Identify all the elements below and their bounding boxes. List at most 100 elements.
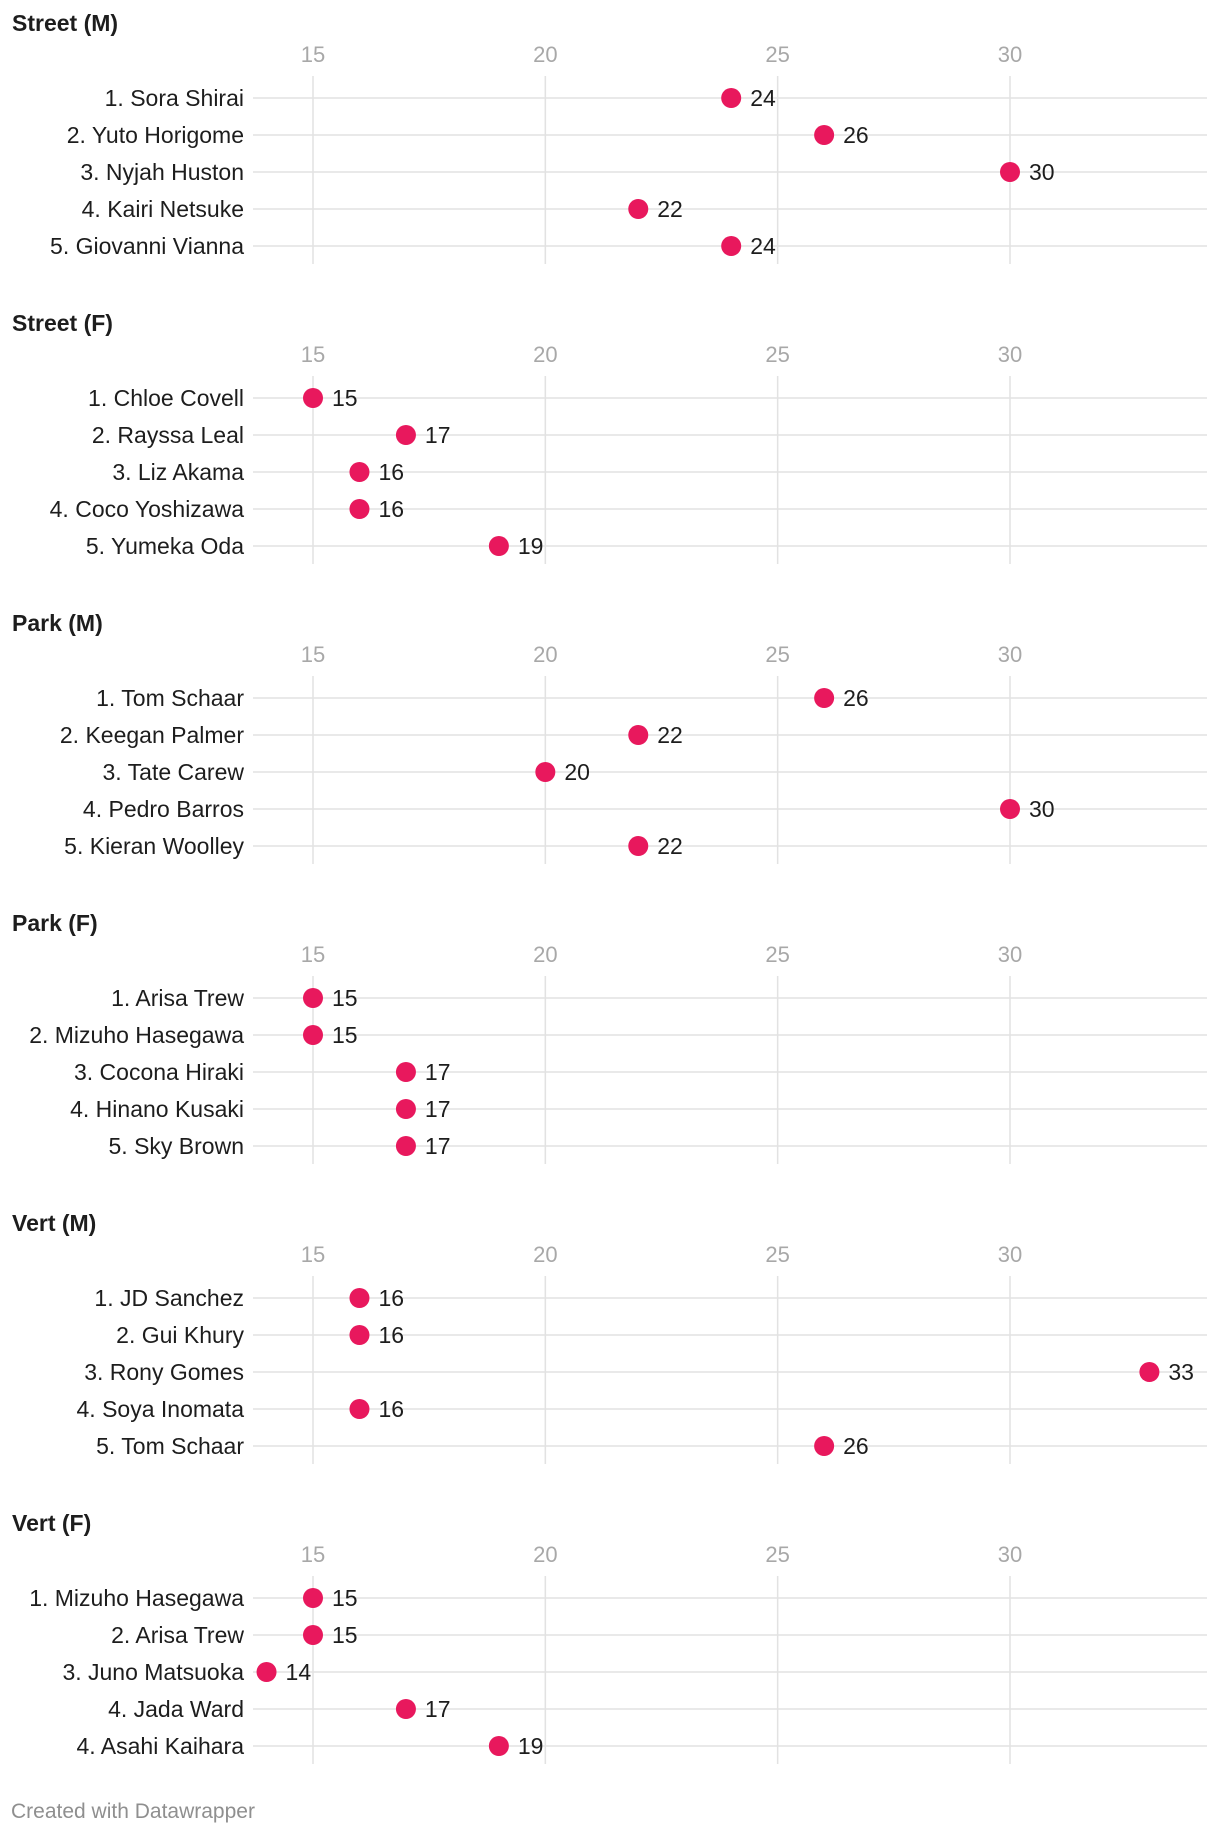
x-tick-label: 15 bbox=[301, 42, 325, 67]
athlete-label: 1. Tom Schaar bbox=[96, 685, 244, 711]
athlete-label: 3. Liz Akama bbox=[112, 459, 244, 485]
dot-plot: 15 20 25 30 1. Arisa Trew 15 2. Mizuho Hasegaw… bbox=[29, 942, 1207, 1164]
age-value-label: 24 bbox=[750, 85, 776, 111]
age-dot bbox=[303, 1625, 323, 1645]
athlete-label: 3. Cocona Hiraki bbox=[74, 1059, 244, 1085]
age-dot bbox=[628, 199, 649, 219]
x-tick-label: 20 bbox=[533, 1242, 557, 1267]
age-dot bbox=[349, 1325, 370, 1345]
age-value-label: 17 bbox=[425, 1696, 451, 1722]
age-value-label: 30 bbox=[1029, 796, 1055, 822]
age-dot bbox=[814, 1436, 835, 1456]
chart-panel: Park (F) 15 20 25 30 1. Arisa Trew 15 2. Mizuho… bbox=[0, 900, 1220, 1200]
x-tick-label: 20 bbox=[533, 942, 557, 967]
age-value-label: 22 bbox=[657, 722, 683, 748]
age-value-label: 17 bbox=[425, 1096, 451, 1122]
age-dot bbox=[395, 1099, 416, 1119]
x-tick-label: 25 bbox=[765, 942, 789, 967]
age-value-label: 26 bbox=[843, 1433, 869, 1459]
panel-title: Street (M) bbox=[12, 10, 119, 36]
age-dot bbox=[814, 125, 835, 145]
x-tick-label: 30 bbox=[998, 1242, 1022, 1267]
age-dot bbox=[395, 425, 416, 445]
age-dot bbox=[1000, 162, 1020, 182]
age-value-label: 15 bbox=[332, 1585, 358, 1611]
age-value-label: 16 bbox=[378, 1285, 404, 1311]
age-dot bbox=[1139, 1362, 1160, 1382]
age-dot bbox=[349, 1399, 370, 1419]
athlete-label: 3. Nyjah Huston bbox=[80, 159, 244, 185]
panel-title: Vert (M) bbox=[12, 1210, 97, 1236]
age-dot bbox=[349, 1288, 370, 1308]
chart-panel: Park (M) 15 20 25 30 1. Tom Schaar 26 2. Keegan… bbox=[0, 600, 1220, 900]
age-dot bbox=[628, 725, 649, 745]
age-dot bbox=[303, 1025, 323, 1045]
age-value-label: 26 bbox=[843, 685, 869, 711]
athlete-label: 2. Arisa Trew bbox=[111, 1622, 244, 1648]
athlete-label: 4. Coco Yoshizawa bbox=[50, 496, 245, 522]
age-value-label: 17 bbox=[425, 1133, 451, 1159]
athlete-label: 2. Rayssa Leal bbox=[92, 422, 244, 448]
athlete-label: 5. Tom Schaar bbox=[96, 1433, 244, 1459]
dot-plot: 15 20 25 30 1. Sora Shirai 24 2. Yuto Horigome… bbox=[50, 42, 1207, 264]
athlete-label: 1. Mizuho Hasegawa bbox=[29, 1585, 244, 1611]
chart-panel: Street (F) 15 20 25 30 1. Chloe Covell 15 2. Ra… bbox=[0, 300, 1220, 600]
age-value-label: 22 bbox=[657, 833, 683, 859]
athlete-label: 1. Chloe Covell bbox=[88, 385, 244, 411]
athlete-label: 2. Gui Khury bbox=[116, 1322, 244, 1348]
athlete-label: 3. Juno Matsuoka bbox=[62, 1659, 244, 1685]
panel-title: Park (M) bbox=[12, 610, 103, 636]
athlete-label: 1. JD Sanchez bbox=[94, 1285, 244, 1311]
age-dot bbox=[395, 1699, 416, 1719]
panel-title: Park (F) bbox=[12, 910, 98, 936]
age-dot bbox=[349, 499, 370, 519]
age-value-label: 16 bbox=[378, 1396, 404, 1422]
x-tick-label: 20 bbox=[533, 42, 557, 67]
x-tick-label: 25 bbox=[765, 42, 789, 67]
datawrapper-credit: Created with Datawrapper bbox=[11, 1800, 255, 1823]
athlete-label: 1. Sora Shirai bbox=[105, 85, 244, 111]
age-dot bbox=[814, 688, 835, 708]
athlete-label: 5. Yumeka Oda bbox=[86, 533, 244, 559]
panel-title: Vert (F) bbox=[12, 1510, 92, 1536]
x-tick-label: 30 bbox=[998, 1542, 1022, 1567]
age-value-label: 24 bbox=[750, 233, 776, 259]
chart-panel: Vert (F) 15 20 25 30 1. Mizuho Hasegawa 15 2. A… bbox=[0, 1500, 1220, 1800]
age-value-label: 16 bbox=[378, 496, 404, 522]
x-tick-label: 25 bbox=[765, 1542, 789, 1567]
x-tick-label: 20 bbox=[533, 342, 557, 367]
age-dot bbox=[721, 236, 742, 256]
x-tick-label: 15 bbox=[301, 342, 325, 367]
age-value-label: 15 bbox=[332, 985, 358, 1011]
age-value-label: 17 bbox=[425, 422, 451, 448]
athlete-label: 4. Pedro Barros bbox=[83, 796, 244, 822]
age-value-label: 33 bbox=[1168, 1359, 1194, 1385]
chart-panel: Street (M) 15 20 25 30 1. Sora Shirai 24 2. Yut… bbox=[0, 0, 1220, 300]
dot-plot: 15 20 25 30 1. Tom Schaar 26 2. Keegan Palmer 2… bbox=[60, 642, 1207, 864]
x-tick-label: 15 bbox=[301, 1542, 325, 1567]
x-tick-label: 30 bbox=[998, 342, 1022, 367]
chart-panel: Vert (M) 15 20 25 30 1. JD Sanchez 16 2. Gui Kh… bbox=[0, 1200, 1220, 1500]
age-value-label: 19 bbox=[518, 1733, 544, 1759]
age-dot bbox=[488, 1736, 509, 1756]
athlete-label: 4. Kairi Netsuke bbox=[82, 196, 244, 222]
x-tick-label: 30 bbox=[998, 942, 1022, 967]
dot-plot: 15 20 25 30 1. Mizuho Hasegawa 15 2. Arisa Tre… bbox=[29, 1542, 1207, 1764]
x-tick-label: 25 bbox=[765, 1242, 789, 1267]
athlete-label: 4. Jada Ward bbox=[108, 1696, 244, 1722]
athlete-label: 5. Kieran Woolley bbox=[64, 833, 244, 859]
age-value-label: 15 bbox=[332, 1022, 358, 1048]
athlete-label: 5. Giovanni Vianna bbox=[50, 233, 244, 259]
athlete-label: 5. Sky Brown bbox=[109, 1133, 245, 1159]
athlete-label: 2. Keegan Palmer bbox=[60, 722, 244, 748]
age-dot bbox=[488, 536, 509, 556]
athlete-label: 4. Soya Inomata bbox=[77, 1396, 245, 1422]
athlete-label: 2. Mizuho Hasegawa bbox=[29, 1022, 244, 1048]
age-dot bbox=[721, 88, 742, 108]
x-tick-label: 15 bbox=[301, 942, 325, 967]
age-value-label: 26 bbox=[843, 122, 869, 148]
athlete-label: 3. Rony Gomes bbox=[84, 1359, 244, 1385]
athlete-label: 2. Yuto Horigome bbox=[67, 122, 244, 148]
age-dot bbox=[256, 1662, 277, 1682]
